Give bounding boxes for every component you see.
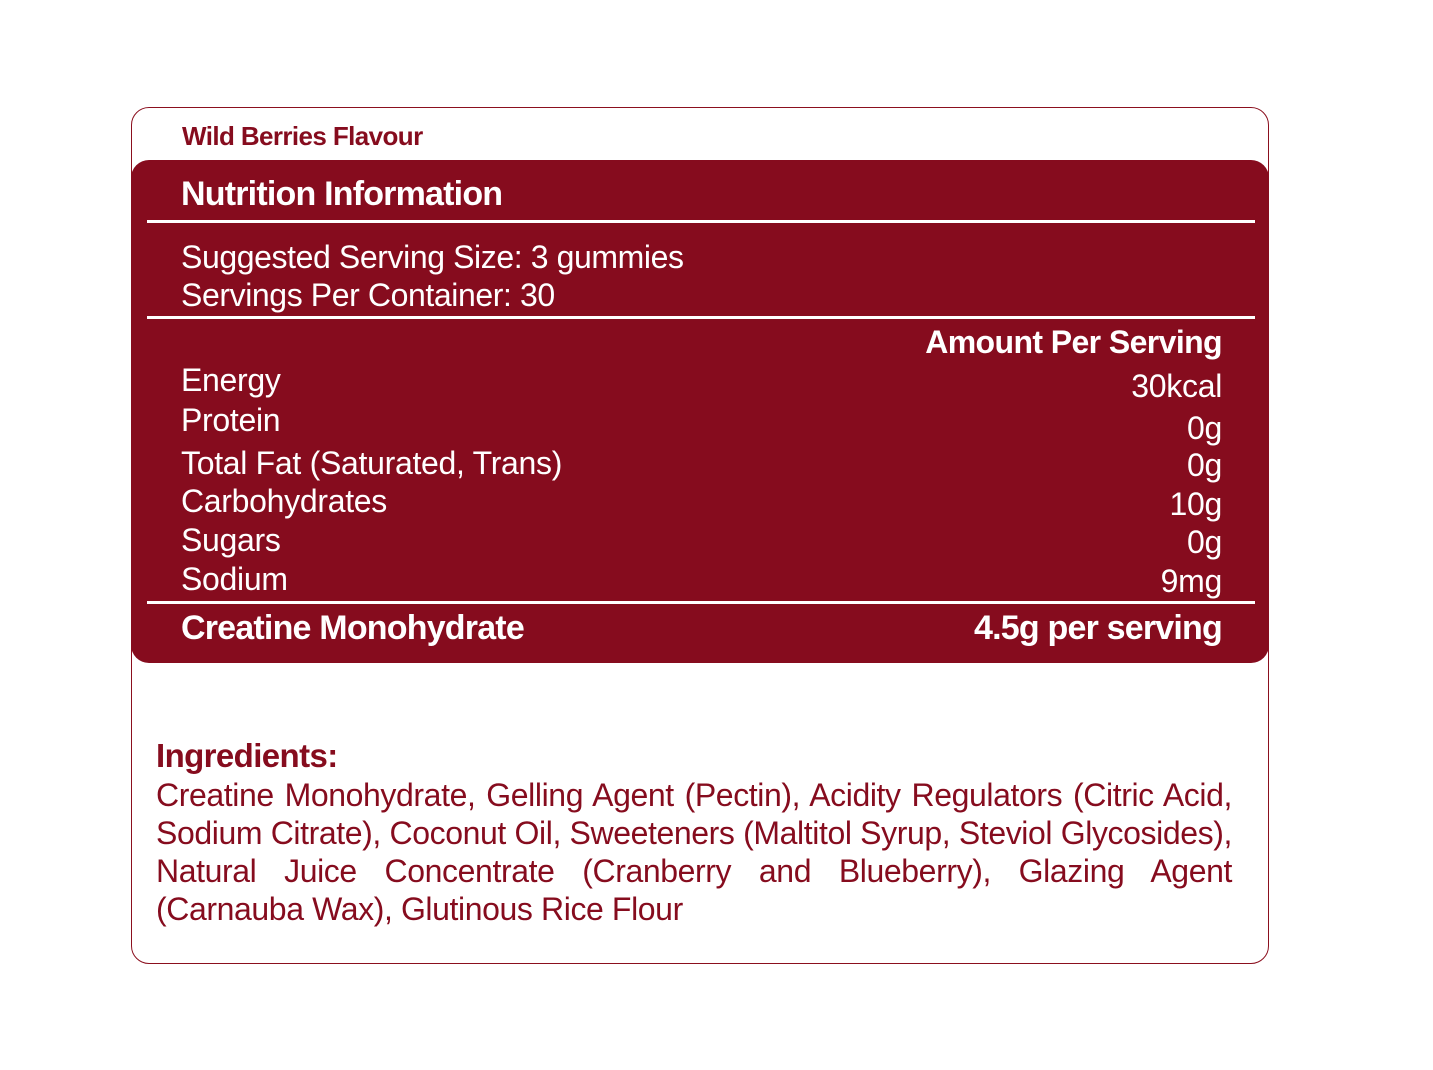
nutrient-name-total-fat: Total Fat (Saturated, Trans) <box>181 445 563 481</box>
divider-servings <box>147 316 1255 319</box>
nutrient-name-protein: Protein <box>181 402 281 438</box>
creatine-value: 4.5g per serving <box>974 609 1223 647</box>
ingredients-heading: Ingredients: <box>156 737 338 774</box>
nutrition-title: Nutrition Information <box>181 175 503 213</box>
divider-creatine <box>147 601 1255 604</box>
divider-title <box>147 220 1255 223</box>
flavour-title: Wild Berries Flavour <box>182 121 423 151</box>
creatine-name: Creatine Monohydrate <box>181 609 525 647</box>
nutrient-value-carbohydrates: 10g <box>1169 486 1223 522</box>
nutrient-value-sugars: 0g <box>1187 524 1222 560</box>
nutrient-value-sodium: 9mg <box>1160 563 1223 599</box>
nutrient-value-protein: 0g <box>1187 410 1222 446</box>
serving-size: Suggested Serving Size: 3 gummies <box>181 239 684 275</box>
nutrient-name-carbohydrates: Carbohydrates <box>181 483 387 519</box>
nutrient-name-energy: Energy <box>181 362 281 398</box>
nutrient-value-total-fat: 0g <box>1187 447 1222 483</box>
nutrient-name-sugars: Sugars <box>181 522 281 558</box>
servings-per-container: Servings Per Container: 30 <box>181 277 555 313</box>
nutrient-name-sodium: Sodium <box>181 561 288 597</box>
amount-per-serving-header: Amount Per Serving <box>925 324 1222 360</box>
nutrient-value-energy: 30kcal <box>1131 368 1222 404</box>
nutrition-panel: Nutrition Information Suggested Serving … <box>131 160 1269 663</box>
ingredients-list: Creatine Monohydrate, Gelling Agent (Pec… <box>156 777 1232 927</box>
